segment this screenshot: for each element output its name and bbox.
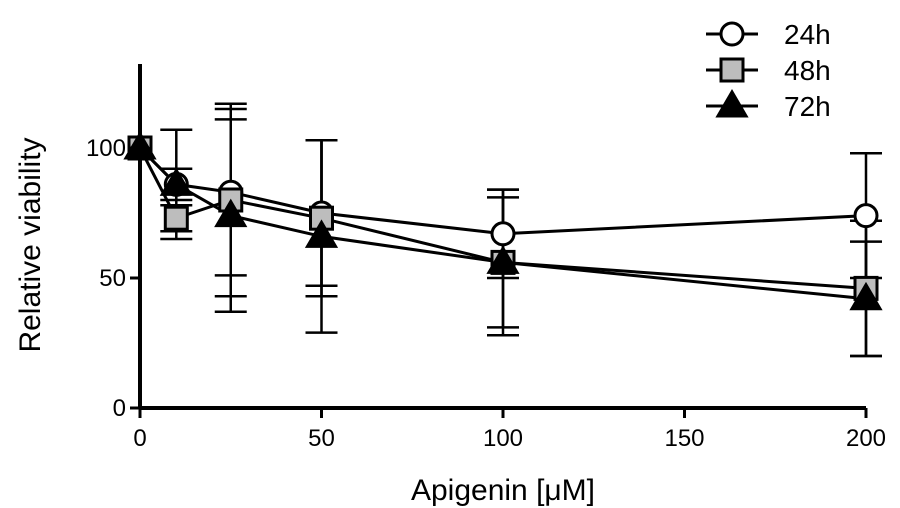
x-tick-label: 150 bbox=[664, 425, 704, 452]
x-axis-title: Apigenin [μM] bbox=[411, 474, 595, 507]
legend-marker-48h bbox=[719, 57, 745, 83]
data-point-72h bbox=[159, 167, 193, 196]
data-point-24h bbox=[490, 221, 516, 247]
y-axis-title: Relative viability bbox=[14, 137, 47, 352]
legend: 24h 48h 72h bbox=[706, 19, 831, 122]
y-tick-label: 100 bbox=[86, 135, 126, 162]
data-point-24h bbox=[853, 203, 879, 229]
legend-label-24h: 24h bbox=[784, 19, 831, 50]
legend-label-72h: 72h bbox=[784, 91, 831, 122]
x-tick-label: 100 bbox=[483, 425, 523, 452]
data-point-72h bbox=[304, 219, 339, 248]
legend-label-48h: 48h bbox=[784, 55, 831, 86]
y-tick-label: 50 bbox=[99, 265, 126, 292]
data-point-72h bbox=[849, 281, 883, 311]
x-tick-label: 50 bbox=[308, 425, 335, 452]
error-bars bbox=[160, 102, 882, 358]
data-point-48h bbox=[163, 205, 189, 231]
legend-marker-24h bbox=[719, 21, 745, 47]
data-point-72h bbox=[214, 198, 248, 228]
data-point-72h bbox=[486, 245, 520, 274]
x-tick-label: 200 bbox=[846, 425, 886, 452]
y-tick-label: 0 bbox=[113, 395, 126, 422]
x-tick-label: 0 bbox=[133, 425, 146, 452]
legend-marker-72h bbox=[715, 89, 749, 118]
axes: 0 50 100 150 200 0 50 100 Apigenin [μM] Relative … bbox=[14, 64, 886, 507]
